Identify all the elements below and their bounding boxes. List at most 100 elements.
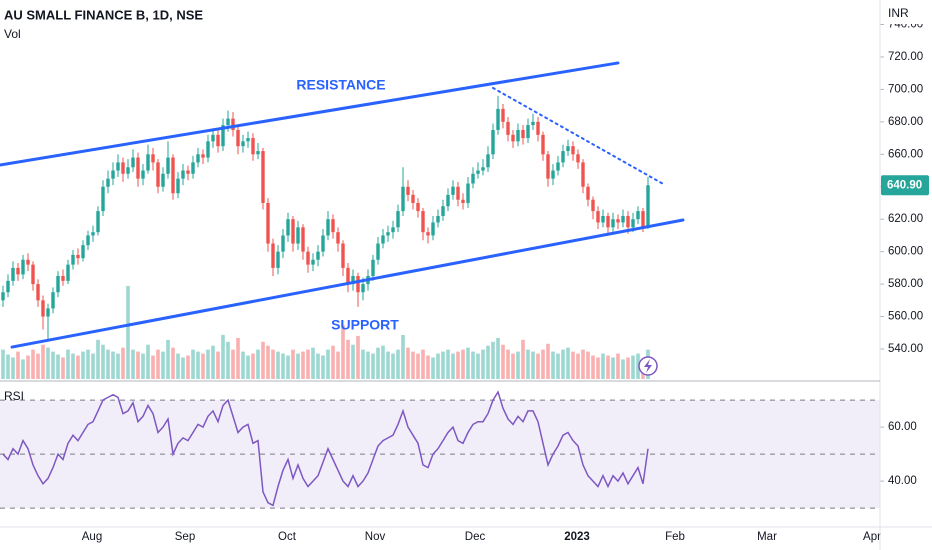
candle	[411, 190, 415, 210]
volume-bar	[381, 345, 385, 379]
volume-bar	[71, 353, 75, 379]
candle-body	[276, 251, 280, 268]
candle	[406, 180, 410, 202]
volume-bar	[406, 347, 410, 379]
lightning-icon[interactable]	[638, 356, 658, 376]
candle	[286, 212, 290, 242]
candle-body	[361, 284, 365, 293]
candle-body	[126, 167, 130, 174]
candle	[96, 206, 100, 236]
candle-body	[111, 170, 115, 179]
candle-body	[296, 227, 300, 244]
candle	[646, 177, 650, 229]
candle	[521, 125, 525, 145]
volume-bar	[351, 344, 355, 379]
currency-bg	[882, 4, 930, 24]
candle	[26, 253, 30, 272]
candle-body	[36, 284, 40, 301]
x-tick-label: Mar	[757, 531, 777, 543]
candle	[191, 155, 195, 179]
candle-body	[216, 134, 220, 147]
volume-bar	[431, 357, 435, 379]
icon-bolt	[644, 359, 652, 373]
x-tick-label: Aug	[82, 531, 102, 543]
candle	[71, 250, 75, 270]
volume-bar	[166, 339, 170, 379]
candle	[111, 162, 115, 186]
candle-body	[261, 151, 265, 203]
candle	[216, 129, 220, 153]
candle	[331, 214, 335, 239]
volume-bar	[136, 351, 140, 379]
candle-body	[396, 211, 400, 228]
volume-bar	[361, 349, 365, 379]
volume-bar	[311, 347, 315, 379]
volume-bar	[616, 353, 620, 379]
candle-body	[321, 235, 325, 252]
candle	[221, 118, 225, 152]
volume-bar	[281, 353, 285, 379]
candle-body	[16, 267, 20, 275]
volume-bar	[371, 353, 375, 379]
marks: RESISTANCE SUPPORT 540.00 560.00 580.00 600.0…	[0, 19, 929, 543]
candle	[531, 113, 535, 130]
candle-body	[536, 121, 540, 135]
volume-bar	[36, 353, 40, 379]
volume-bar	[626, 357, 630, 379]
y-tick-label: 700.00	[888, 83, 923, 95]
candle-body	[586, 186, 590, 200]
volume-bar	[26, 355, 30, 379]
candle-body	[446, 194, 450, 207]
y-tick-label: 560.00	[888, 311, 923, 323]
candle	[621, 209, 625, 228]
candle-body	[436, 215, 440, 223]
candle	[146, 144, 150, 174]
candle-body	[26, 259, 30, 265]
candle	[211, 128, 215, 148]
candle-body	[601, 215, 605, 223]
candle-body	[186, 170, 190, 174]
volume-bar	[531, 351, 535, 379]
candle-body	[621, 215, 625, 223]
volume-bar	[151, 355, 155, 379]
candle	[151, 147, 155, 171]
candle	[391, 220, 395, 239]
candle-body	[96, 211, 100, 233]
candle-body	[271, 243, 275, 268]
volume-bar	[471, 351, 475, 379]
candle-body	[576, 154, 580, 163]
volume-bar	[391, 353, 395, 379]
volume-bar	[536, 353, 540, 379]
candle	[616, 214, 620, 229]
volume-bar	[91, 353, 95, 379]
annotation-label: SUPPORT	[331, 317, 399, 333]
volume-bar	[636, 353, 640, 379]
candle-body	[491, 129, 495, 155]
candle-body	[516, 129, 520, 142]
trend-line	[492, 86, 666, 186]
candle-body	[246, 138, 250, 142]
volume-bar	[131, 349, 135, 379]
volume-label: Vol	[4, 27, 21, 41]
candle	[256, 142, 260, 160]
candle	[181, 164, 185, 186]
volume-bar	[356, 335, 360, 379]
candle	[516, 123, 520, 147]
x-tick-label: Apr	[863, 531, 881, 543]
y-tick-label: 540.00	[888, 343, 923, 355]
candle	[241, 134, 245, 153]
volume-bar	[221, 334, 225, 379]
candle-body	[281, 235, 285, 252]
volume-bar	[341, 325, 345, 379]
volume-bar	[611, 357, 615, 379]
candle-body	[616, 219, 620, 223]
volume-bar	[196, 351, 200, 379]
candle-body	[501, 108, 505, 122]
candle-body	[411, 194, 415, 203]
candle	[301, 224, 305, 260]
candle	[431, 215, 435, 241]
volume-bar	[31, 349, 35, 379]
candle	[166, 141, 170, 179]
candle	[376, 237, 380, 265]
